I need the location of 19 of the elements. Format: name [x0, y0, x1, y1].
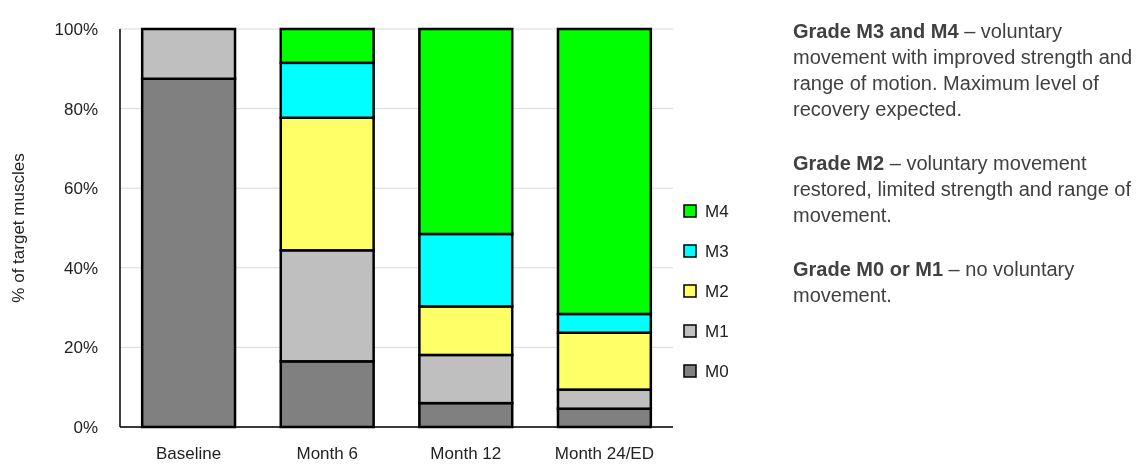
legend-label: M4	[705, 201, 729, 221]
legend-label: M0	[705, 361, 729, 381]
y-tick-label: 20%	[63, 338, 98, 358]
y-tick-label: 40%	[63, 258, 98, 278]
y-tick-label: 60%	[63, 179, 98, 199]
legend-label: M2	[705, 281, 729, 301]
text: Grade M0 or M1 – no voluntary movement.	[793, 258, 1075, 306]
y-axis-title: % of target muscles	[9, 153, 28, 303]
y-tick-label: 100%	[54, 19, 98, 39]
text: Grade M2 – voluntary movement restored, limited strength and range of movement.	[793, 152, 1132, 226]
legend-label: M3	[705, 241, 729, 261]
x-tick-label: Month 6	[296, 444, 358, 463]
x-tick-label: Month 24/ED	[554, 444, 655, 463]
y-tick-label: 0%	[73, 417, 98, 437]
text: Grade M3 and M4 – voluntary movement with improved strength and range of motion. Maximum level of recovery expected.	[793, 20, 1133, 120]
legend-label: M1	[705, 321, 729, 341]
x-tick-label: Baseline	[156, 444, 222, 463]
x-tick-label: Month 12	[430, 444, 502, 463]
y-tick-label: 80%	[63, 99, 98, 119]
